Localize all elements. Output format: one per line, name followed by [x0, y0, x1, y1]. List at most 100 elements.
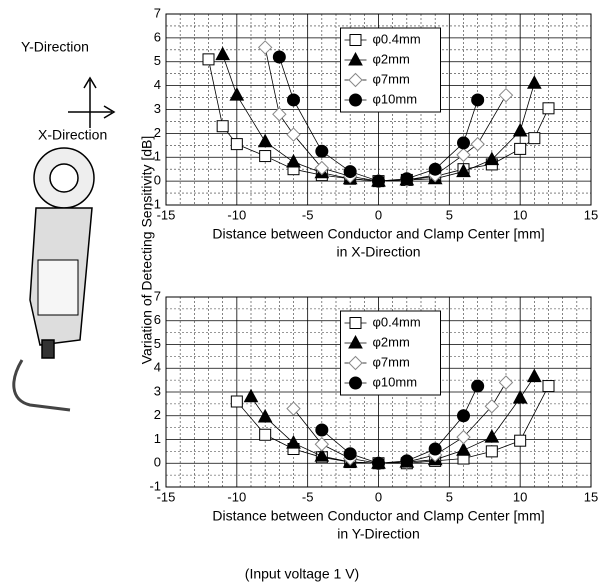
marker — [216, 120, 229, 133]
marker — [229, 87, 245, 101]
marker — [470, 136, 485, 152]
marker — [230, 138, 243, 151]
marker — [286, 435, 301, 449]
marker — [528, 132, 541, 145]
marker — [456, 163, 471, 178]
marker — [272, 50, 286, 64]
marker — [400, 454, 414, 468]
x-tick-label: -5 — [302, 489, 314, 504]
marker — [315, 144, 329, 158]
legend-marker — [348, 355, 363, 371]
marker — [257, 40, 273, 55]
marker — [428, 162, 442, 176]
y-axis-label: Variation of Detecting Sensitivity [dB] — [139, 136, 155, 365]
marker — [456, 442, 471, 456]
legend-label: φ0.4mm — [373, 31, 421, 46]
marker — [428, 442, 442, 456]
y-tick-label: 4 — [154, 77, 161, 92]
legend-marker — [348, 334, 363, 349]
y-tick-label: 0 — [154, 173, 161, 188]
marker — [257, 408, 273, 423]
marker — [230, 395, 243, 408]
x-tick-label: -10 — [227, 207, 246, 222]
y-tick-label: 3 — [154, 101, 161, 116]
marker — [512, 122, 528, 137]
marker — [315, 423, 329, 437]
marker — [456, 147, 471, 163]
marker — [343, 447, 357, 461]
y-direction-label: Y-Direction — [21, 39, 89, 55]
x-tick-label: 10 — [513, 207, 527, 222]
legend-marker — [349, 93, 362, 107]
y-tick-label: 5 — [154, 336, 161, 351]
y-tick-label: -1 — [149, 196, 161, 211]
marker — [514, 142, 527, 155]
direction-arrows — [68, 76, 116, 128]
marker — [512, 389, 528, 404]
legend-label: φ10mm — [373, 374, 418, 389]
x-axis-label: in Y-Direction — [337, 526, 420, 542]
y-tick-label: 6 — [154, 312, 161, 327]
marker — [372, 456, 385, 470]
x-tick-label: 5 — [446, 489, 453, 504]
legend-label: φ10mm — [373, 91, 418, 106]
legend-marker — [348, 51, 363, 66]
marker — [526, 75, 542, 89]
y-tick-label: 4 — [154, 360, 161, 375]
x-direction-label: X-Direction — [38, 127, 107, 143]
marker — [287, 93, 300, 107]
marker — [498, 375, 514, 390]
y-tick-label: 5 — [154, 53, 161, 68]
marker — [272, 107, 287, 122]
marker — [456, 429, 471, 445]
marker — [457, 136, 470, 150]
marker — [202, 53, 215, 66]
marker — [257, 133, 273, 148]
marker — [542, 102, 555, 115]
marker — [286, 153, 301, 168]
legend-label: φ2mm — [373, 51, 410, 66]
plot-frame — [165, 296, 592, 488]
legend-label: φ0.4mm — [373, 314, 421, 329]
marker — [259, 150, 272, 163]
marker — [484, 429, 500, 443]
x-tick-label: 10 — [513, 489, 527, 504]
y-tick-label: 7 — [154, 288, 161, 303]
x-tick-label: 0 — [375, 207, 382, 222]
marker — [215, 46, 231, 61]
y-tick-label: -1 — [149, 478, 161, 493]
marker — [514, 434, 527, 447]
x-axis-label: in X-Direction — [336, 244, 420, 260]
marker — [471, 93, 485, 107]
marker — [471, 379, 485, 393]
marker — [485, 445, 498, 458]
legend-marker — [348, 72, 363, 88]
marker — [526, 368, 542, 383]
note: (Input voltage 1 V) — [245, 566, 359, 582]
marker — [372, 174, 385, 188]
x-axis-label: Distance between Conductor and Clamp Cen… — [212, 226, 544, 242]
marker — [314, 437, 330, 452]
y-tick-label: 3 — [154, 383, 161, 398]
marker — [286, 401, 301, 416]
y-tick-label: 0 — [154, 455, 161, 470]
marker — [314, 160, 330, 176]
marker — [259, 428, 272, 441]
y-tick-label: 7 — [154, 5, 161, 20]
x-tick-label: 0 — [375, 489, 382, 504]
x-tick-label: -15 — [157, 207, 176, 222]
marker — [243, 388, 259, 403]
x-tick-label: -5 — [302, 207, 314, 222]
x-tick-label: 15 — [584, 489, 598, 504]
y-tick-label: 2 — [154, 407, 161, 422]
marker — [484, 151, 500, 166]
marker — [484, 399, 500, 414]
marker — [286, 127, 301, 142]
x-tick-label: 5 — [446, 207, 453, 222]
clamp-sensor — [12, 147, 95, 412]
y-tick-label: 6 — [154, 29, 161, 44]
x-tick-label: 15 — [584, 207, 598, 222]
plot-frame — [165, 13, 592, 206]
x-tick-label: -15 — [157, 489, 176, 504]
